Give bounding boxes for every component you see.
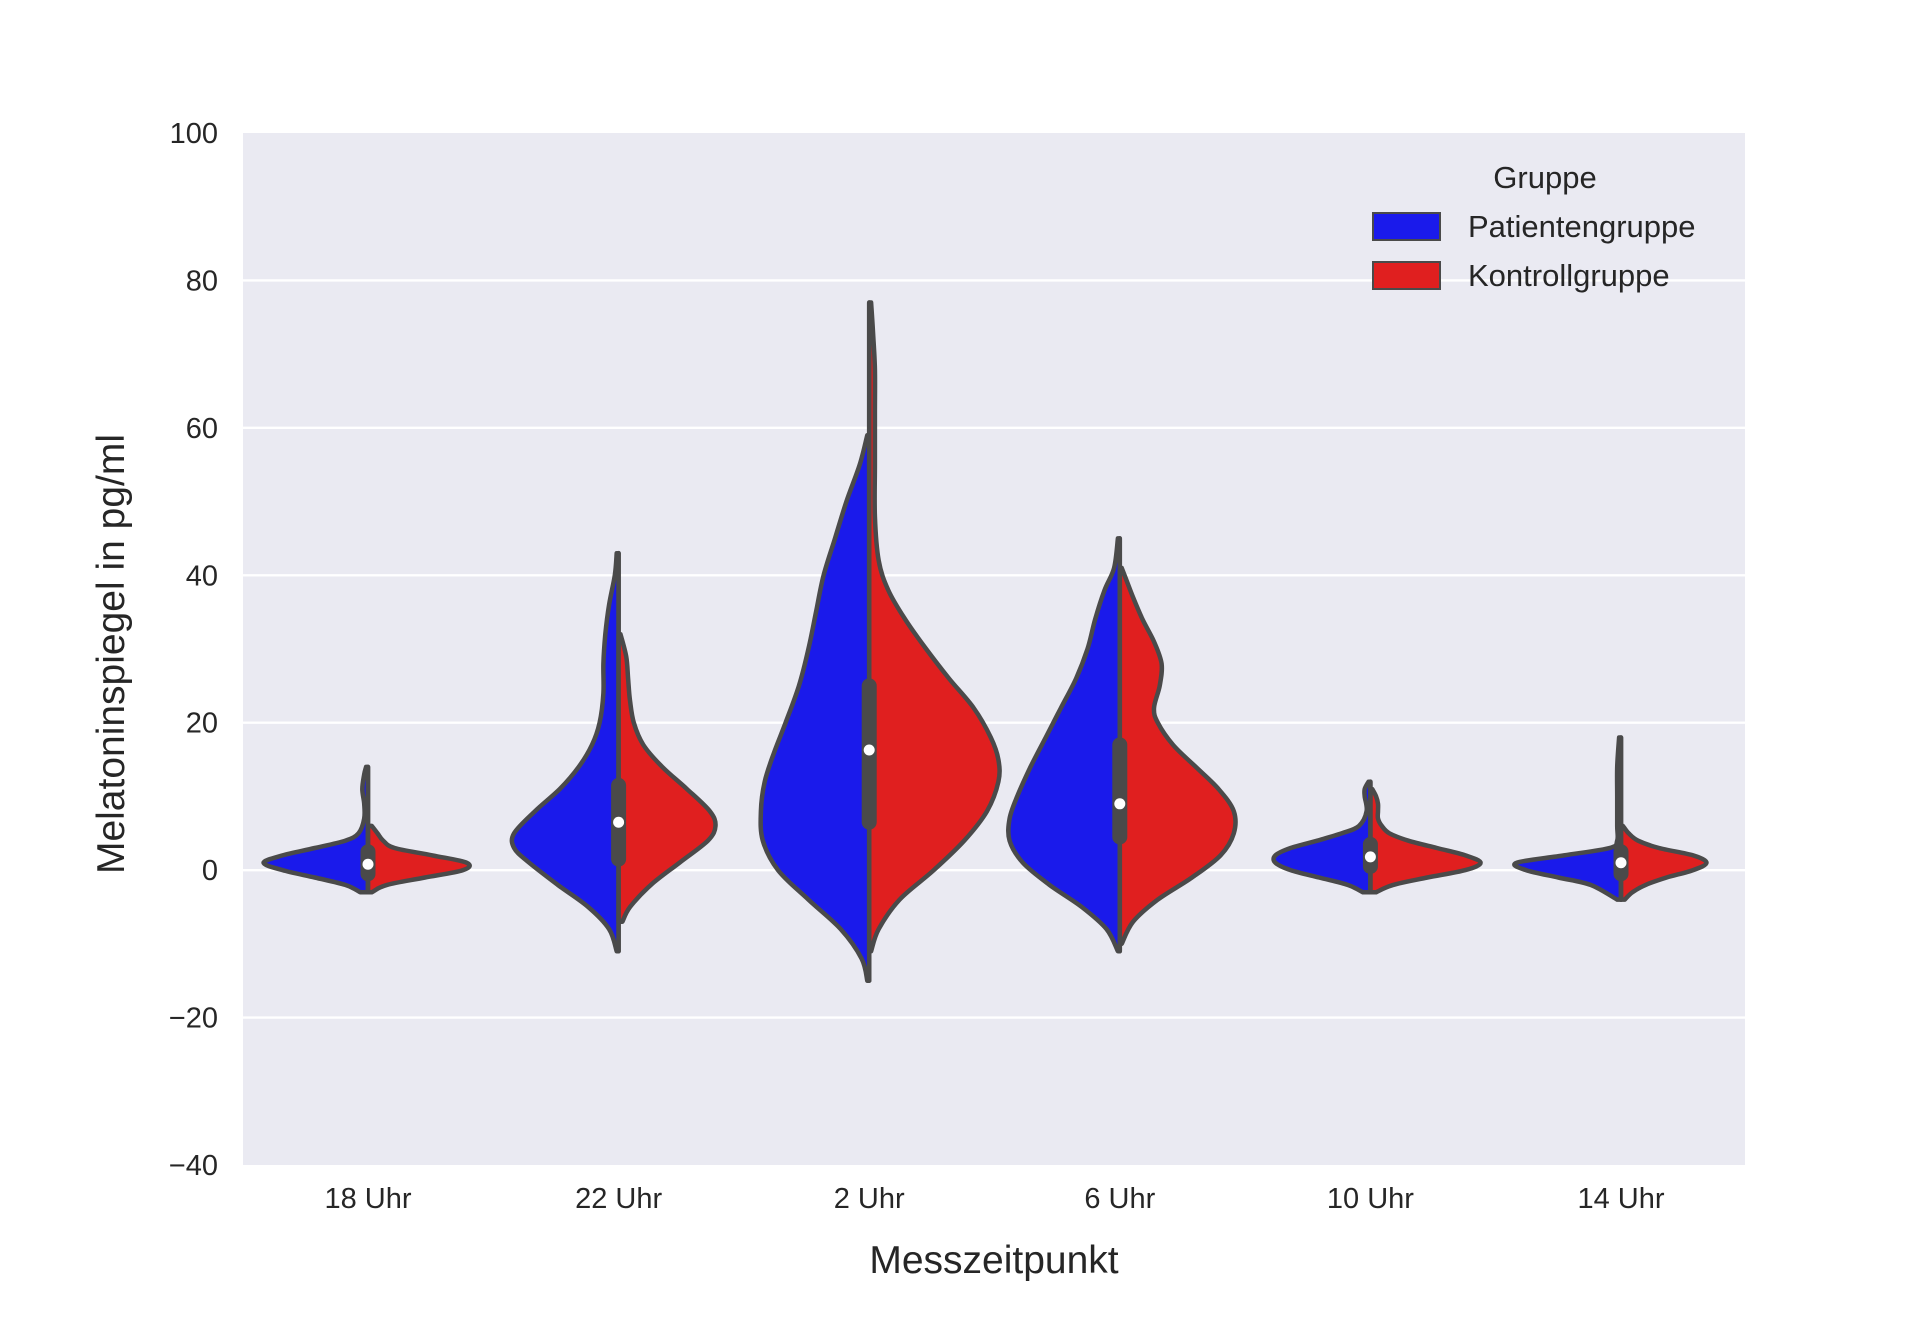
x-tick-label: 6 Uhr [1084,1183,1155,1215]
violin-kontrollgruppe-6-uhr [1117,565,1238,947]
median-point-6-uhr [1114,798,1126,810]
violin-patientengruppe-14-uhr [1512,735,1624,902]
violin-patientengruppe-10-uhr [1271,779,1373,895]
violin-patientengruppe-6-uhr [1006,536,1123,954]
grid-lines [243,279,1745,1019]
plot-background [243,133,1745,1165]
legend-title: Gruppe [1493,160,1596,195]
y-tick-label: 40 [186,560,218,592]
violin-kontrollgruppe-10-uhr [1368,786,1483,895]
y-tick-label: −40 [169,1150,218,1182]
y-tick-label: 0 [202,855,218,887]
median-point-18-uhr [362,858,374,870]
y-axis-label: Melatoninspiegel in pg/ml [90,434,133,874]
violin-kontrollgruppe-2-uhr [866,300,1002,954]
y-tick-label: 80 [186,265,218,297]
y-tick-label: −20 [169,1003,218,1035]
median-point-22-uhr [613,816,625,828]
violin-kontrollgruppe-18-uhr [365,823,472,895]
x-tick-label: 22 Uhr [575,1183,662,1215]
inner-boxes [360,300,1629,983]
median-point-14-uhr [1615,857,1627,869]
violin-patientengruppe-18-uhr [261,764,371,895]
x-axis-label: Messzeitpunkt [869,1239,1118,1282]
median-point-2-uhr [863,744,875,756]
y-tick-label: 100 [170,118,218,150]
x-tick-label: 14 Uhr [1577,1183,1664,1215]
legend-swatch-kontrollgruppe [1372,261,1441,290]
x-tick-label: 2 Uhr [834,1183,905,1215]
violin-kontrollgruppe-22-uhr [616,632,718,924]
violin-patientengruppe-22-uhr [509,550,621,954]
violin-kontrollgruppe-14-uhr [1618,823,1709,902]
x-tick-label: 18 Uhr [324,1183,411,1215]
legend-label-patientengruppe: Patientengruppe [1468,209,1696,244]
x-tick-labels: 18 Uhr 22 Uhr 2 Uhr 6 Uhr 10 Uhr 14 Uhr [324,1183,1664,1215]
x-tick-label: 10 Uhr [1327,1183,1414,1215]
y-tick-labels: −40 −20 0 20 40 60 80 100 [169,118,218,1182]
violin-patientengruppe-2-uhr [758,432,872,983]
median-point-10-uhr [1364,851,1376,863]
violins [261,300,1709,983]
legend-swatch-patientengruppe [1372,212,1441,241]
legend: Gruppe Patientengruppe Kontrollgruppe [1372,160,1696,293]
legend-label-kontrollgruppe: Kontrollgruppe [1468,258,1670,293]
y-tick-label: 60 [186,413,218,445]
y-tick-label: 20 [186,708,218,740]
